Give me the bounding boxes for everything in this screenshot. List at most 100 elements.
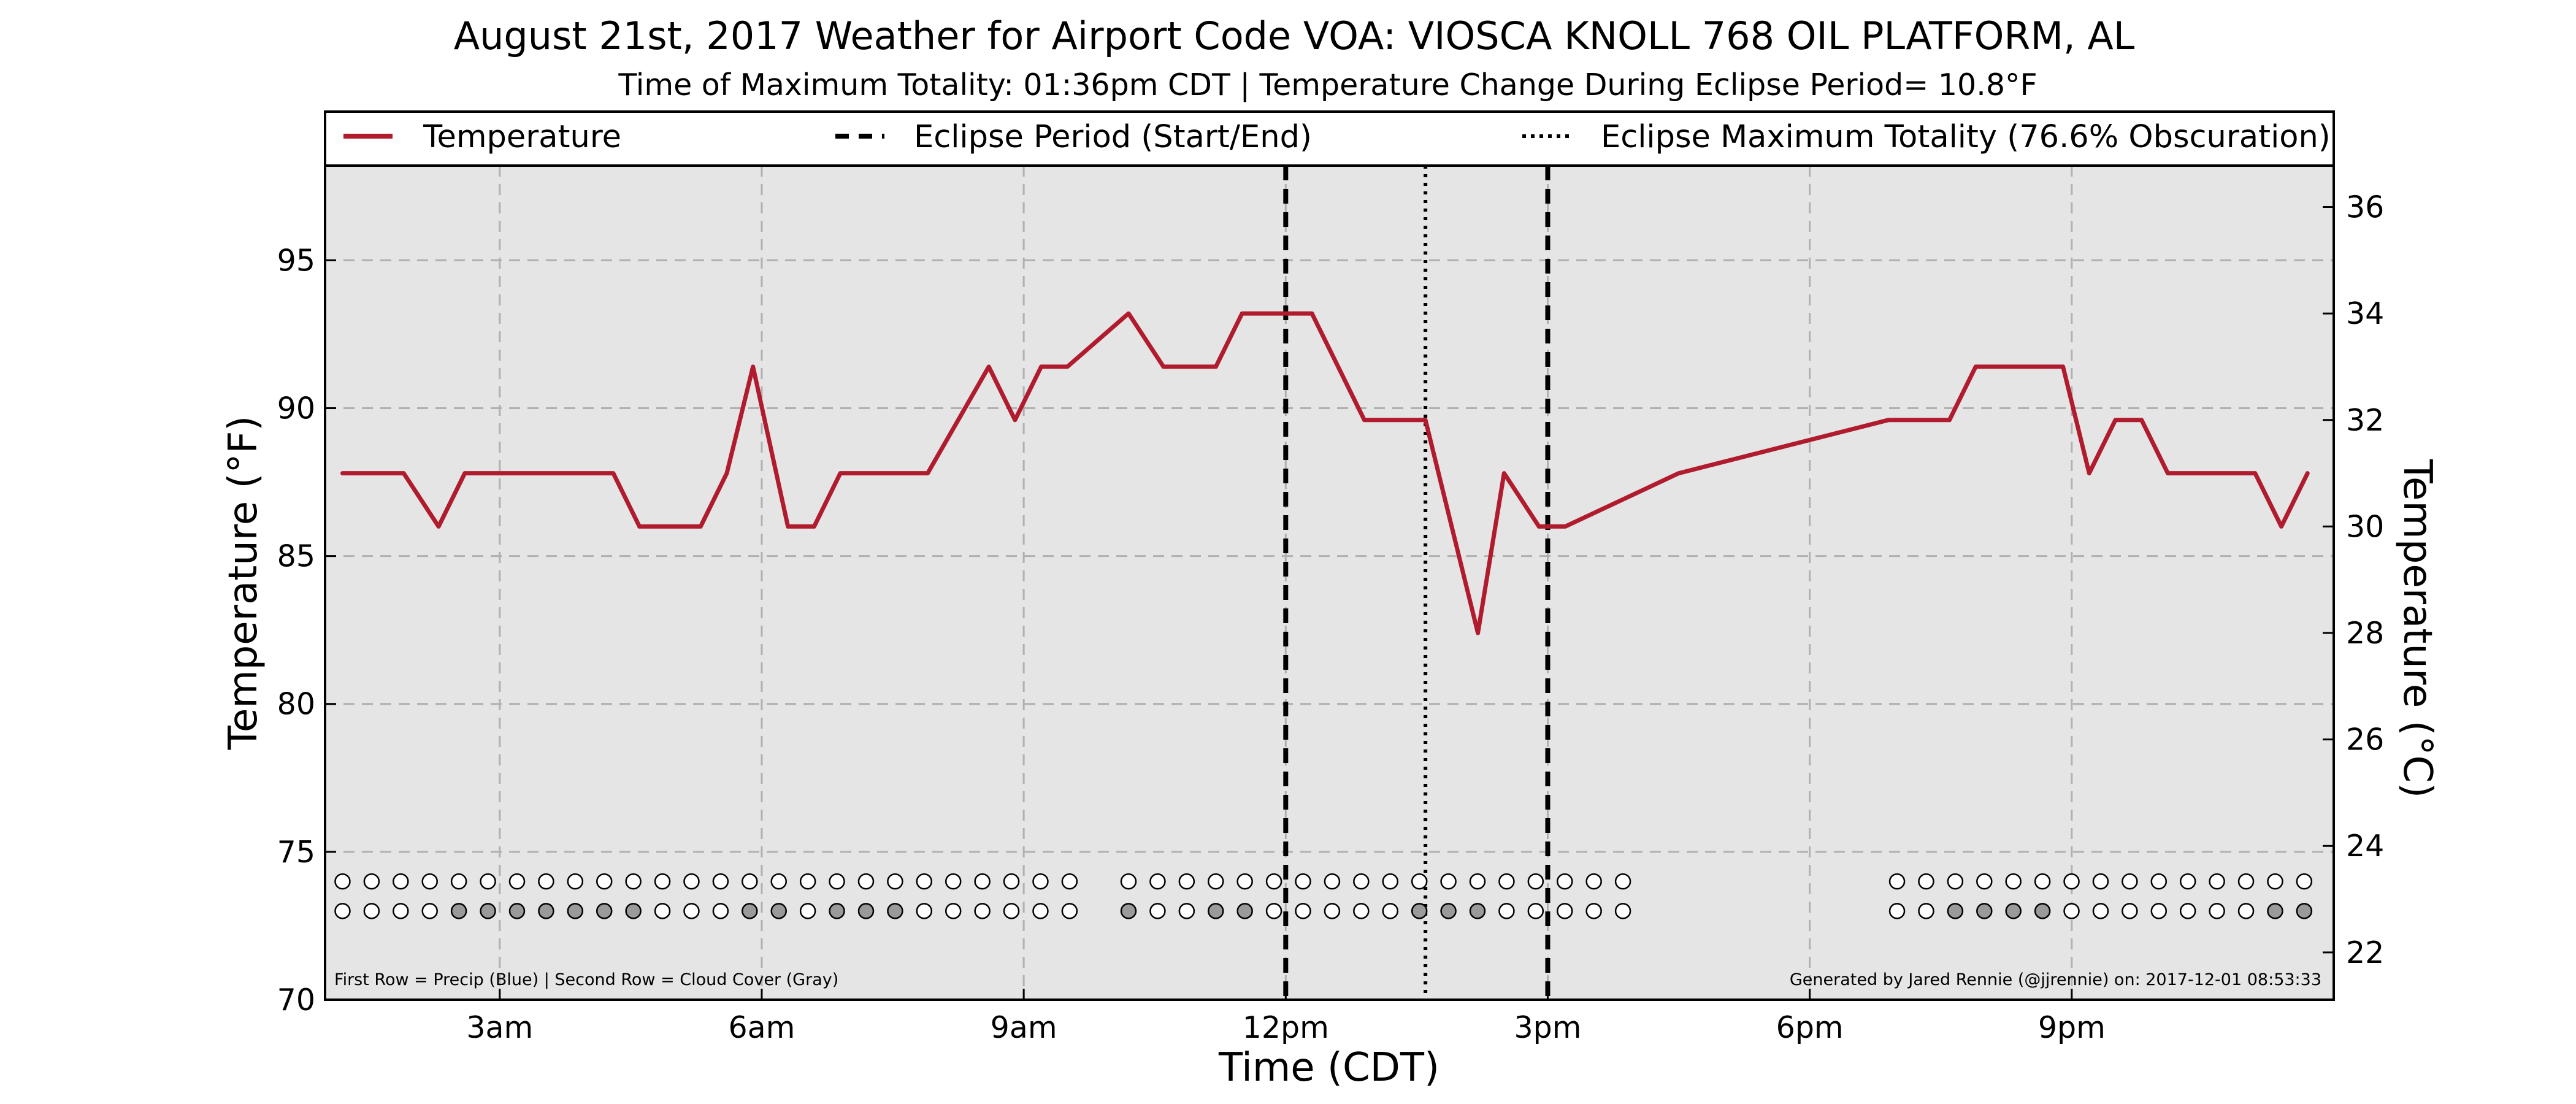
cloud-cover-indicator <box>945 903 962 919</box>
footnote-right: Generated by Jared Rennie (@jjrennie) on… <box>1790 970 2321 989</box>
cloud-cover-indicator <box>2034 903 2051 919</box>
precip-indicator <box>421 873 438 890</box>
precip-indicator <box>712 873 729 890</box>
cloud-cover-indicator <box>1469 903 1486 919</box>
cloud-cover-indicator <box>421 903 438 919</box>
cloud-cover-indicator <box>654 903 671 919</box>
cloud-cover-indicator <box>916 903 933 919</box>
precip-indicator <box>974 873 991 890</box>
y-right-tick-label: 32 <box>2346 403 2384 438</box>
legend-item-temperature: Temperature <box>343 119 621 155</box>
precip-indicator <box>1178 873 1195 890</box>
cloud-cover-indicator <box>480 903 496 919</box>
precip-indicator <box>654 873 671 890</box>
precip-indicator <box>799 873 816 890</box>
precip-indicator <box>2063 873 2080 890</box>
precip-indicator <box>1324 873 1341 890</box>
x-tick-label: 3pm <box>1514 1010 1581 1045</box>
legend-label-eclipse-max: Eclipse Maximum Totality (76.6% Obscurat… <box>1601 119 2331 155</box>
precip-indicator <box>2122 873 2138 890</box>
chart-title: August 21st, 2017 Weather for Airport Co… <box>454 13 2135 58</box>
cloud-cover-indicator <box>596 903 613 919</box>
y-tick-label: 90 <box>277 391 315 426</box>
precip-indicator <box>1061 873 1078 890</box>
precip-indicator <box>480 873 496 890</box>
precip-indicator <box>1498 873 1515 890</box>
precip-indicator <box>2092 873 2109 890</box>
y-right-tick-label: 34 <box>2346 296 2384 331</box>
y-axis-label-left: Temperature (°F) <box>221 416 266 751</box>
precip-indicator <box>625 873 642 890</box>
precip-indicator <box>770 873 787 890</box>
cloud-cover-indicator <box>1382 903 1398 919</box>
precip-indicator <box>1149 873 1166 890</box>
precip-indicator <box>2034 873 2051 890</box>
cloud-cover-indicator <box>1003 903 1020 919</box>
precip-indicator <box>1353 873 1370 890</box>
x-tick-label: 6am <box>728 1010 795 1045</box>
cloud-cover-indicator <box>363 903 380 919</box>
precip-indicator <box>596 873 613 890</box>
footnote-left: First Row = Precip (Blue) | Second Row =… <box>334 970 838 989</box>
precip-cloud-indicators <box>334 873 2313 919</box>
precip-indicator <box>363 873 380 890</box>
precip-indicator <box>1469 873 1486 890</box>
cloud-cover-indicator <box>742 903 758 919</box>
cloud-cover-indicator <box>1411 903 1428 919</box>
cloud-cover-indicator <box>829 903 845 919</box>
cloud-cover-indicator <box>1976 903 1993 919</box>
cloud-cover-indicator <box>1120 903 1137 919</box>
temperature-point <box>1242 313 1243 314</box>
chart-subtitle: Time of Maximum Totality: 01:36pm CDT | … <box>618 67 2037 102</box>
precip-indicator <box>450 873 467 890</box>
x-tick-label: 9am <box>991 1010 1057 1045</box>
x-tick-label: 12pm <box>1243 1010 1329 1045</box>
temperature-point <box>1312 313 1313 314</box>
cloud-cover-indicator <box>770 903 787 919</box>
precip-indicator <box>2150 873 2168 890</box>
cloud-cover-indicator <box>538 903 554 919</box>
precip-indicator <box>1947 873 1964 890</box>
y-tick-label: 80 <box>277 687 315 722</box>
cloud-cover-indicator <box>683 903 700 919</box>
cloud-cover-indicator <box>2209 903 2225 919</box>
y-right-tick-label: 26 <box>2346 723 2384 757</box>
precip-indicator <box>1207 873 1224 890</box>
temperature-point <box>2281 526 2282 527</box>
cloud-cover-indicator <box>1178 903 1195 919</box>
cloud-cover-indicator <box>2150 903 2168 919</box>
axis-ticks: 3am 6am 9am 12pm 3pm 6pm 9pm 70 75 80 85 90 95 22 24 26… <box>277 190 2385 1045</box>
precip-indicator <box>1382 873 1398 890</box>
precip-indicator <box>1120 873 1137 890</box>
cloud-cover-indicator <box>1295 903 1311 919</box>
cloud-cover-indicator <box>1556 903 1573 919</box>
y-right-tick-label: 30 <box>2346 509 2384 544</box>
precip-indicator <box>1411 873 1428 890</box>
cloud-cover-indicator <box>799 903 816 919</box>
cloud-cover-indicator <box>2063 903 2080 919</box>
cloud-cover-indicator <box>2092 903 2109 919</box>
precip-indicator <box>2209 873 2225 890</box>
cloud-cover-indicator <box>974 903 991 919</box>
temperature-point <box>1067 366 1068 367</box>
cloud-cover-indicator <box>508 903 526 919</box>
cloud-cover-indicator <box>1888 903 1906 919</box>
precip-indicator <box>916 873 933 890</box>
legend-label-temperature: Temperature <box>423 119 621 155</box>
cloud-cover-indicator <box>1918 903 1934 919</box>
precip-indicator <box>2267 873 2283 890</box>
precip-indicator <box>1527 873 1544 890</box>
precip-indicator <box>393 873 409 890</box>
cloud-cover-indicator <box>450 903 467 919</box>
precip-indicator <box>334 873 351 890</box>
legend-item-eclipse-max: Eclipse Maximum Totality (76.6% Obscurat… <box>1522 119 2331 155</box>
y-tick-label: 70 <box>277 983 315 1018</box>
plot-background <box>325 166 2334 1000</box>
precip-indicator <box>2296 873 2313 890</box>
precip-indicator <box>742 873 758 890</box>
x-axis-label: Time (CDT) <box>1218 1045 1439 1091</box>
cloud-cover-indicator <box>1324 903 1341 919</box>
temperature-point <box>674 526 675 527</box>
y-tick-label: 95 <box>277 243 315 278</box>
